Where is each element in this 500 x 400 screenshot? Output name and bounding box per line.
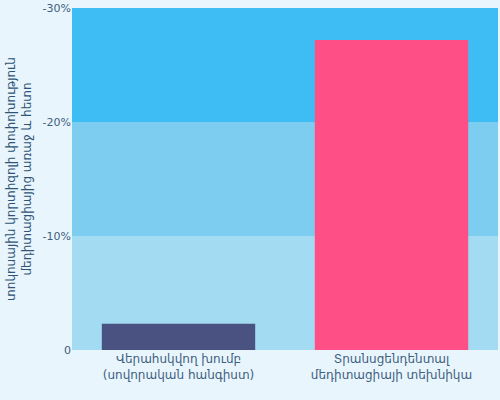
svg-text:0: 0 — [64, 344, 71, 357]
svg-text:-10%: -10% — [43, 230, 71, 243]
svg-text:տոկոսային կորտիզոլի փոփոխությո: տոկոսային կորտիզոլի փոփոխությունմեդիտացի… — [4, 57, 34, 301]
svg-text:-20%: -20% — [43, 116, 71, 129]
svg-text:Վերահսկվող խումբ(սովորական հան: Վերահսկվող խումբ(սովորական հանգիստ) — [103, 352, 254, 382]
svg-text:-30%: -30% — [43, 2, 71, 15]
svg-text:Տրանսցենդենտալմեդիտացիայի տեխն: Տրանսցենդենտալմեդիտացիայի տեխնիկա — [311, 352, 472, 382]
